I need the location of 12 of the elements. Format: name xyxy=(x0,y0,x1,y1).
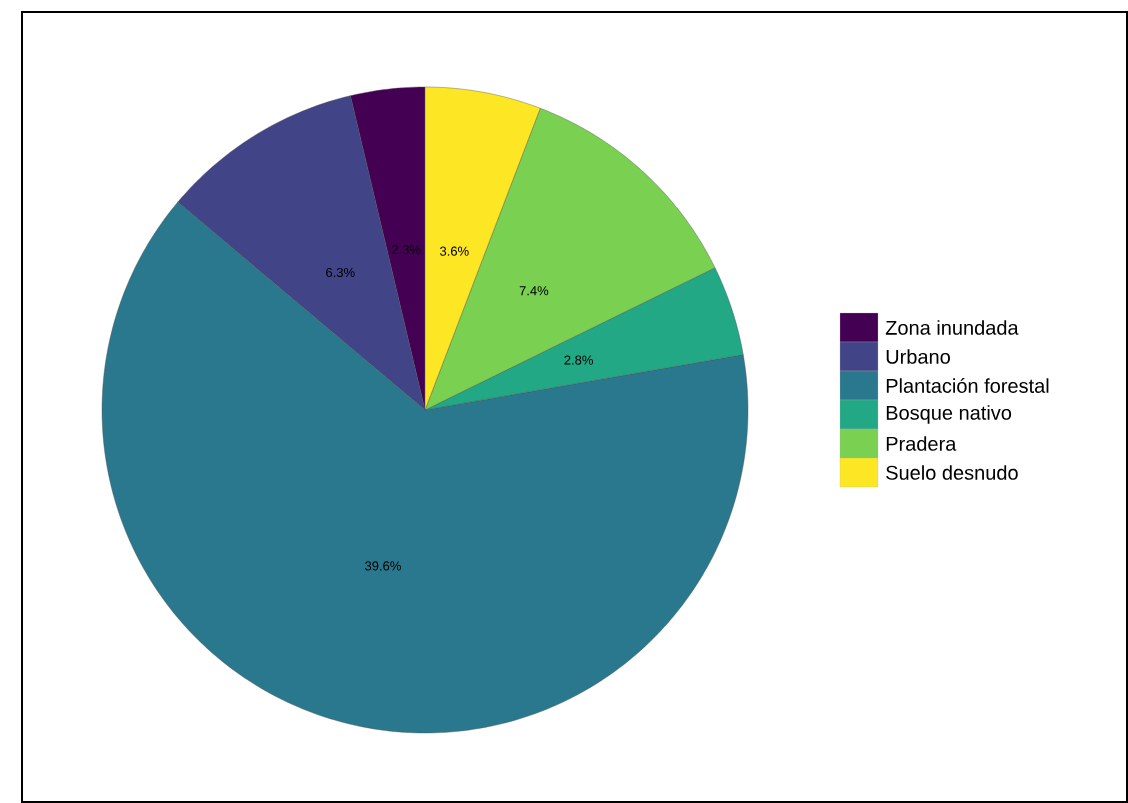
legend-label: Zona inundada xyxy=(885,320,1019,335)
data-label: 3.6% xyxy=(439,246,469,256)
data-label: 2.8% xyxy=(564,355,593,365)
legend-label: Pradera xyxy=(886,436,957,451)
data-label: 6.3% xyxy=(326,267,355,278)
data-label: 7.4% xyxy=(519,286,549,296)
data-label: 39.6% xyxy=(365,561,401,571)
legend-label: Plantación forestal xyxy=(886,378,1049,393)
legend-label: Suelo desnudo xyxy=(886,465,1018,480)
data-label: 2.3% xyxy=(392,244,421,255)
legend-label: Bosque nativo xyxy=(886,405,1012,424)
legend-label: Urbano xyxy=(886,349,950,364)
